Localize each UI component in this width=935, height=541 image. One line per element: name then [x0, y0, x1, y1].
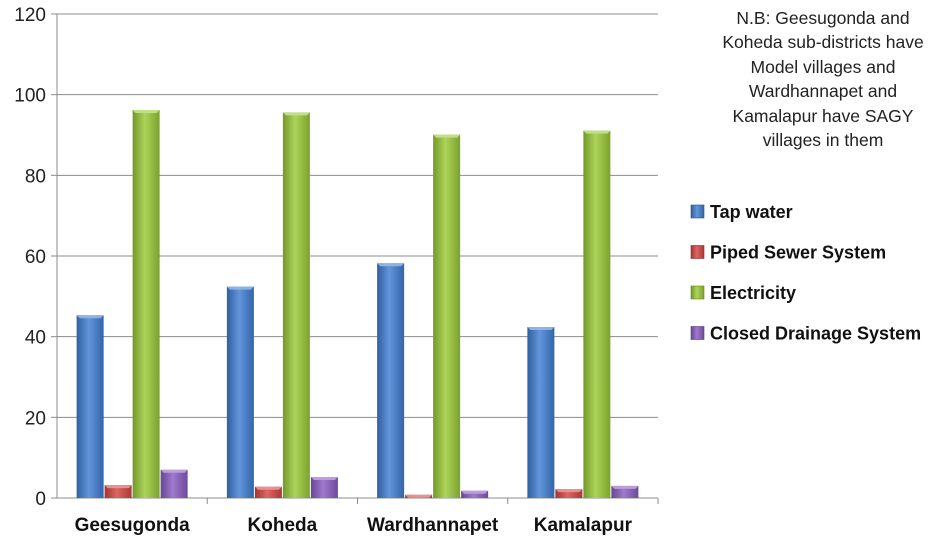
bar-closed-drainage-system-wardhannapet [461, 490, 489, 498]
bars [76, 109, 639, 498]
axis-labels: 0 20 40 60 80 100 120 Geesugonda Koheda Wardhanna… [14, 5, 632, 536]
y-tick-label: 0 [35, 489, 46, 510]
bar-tap-water-geesugonda [76, 315, 104, 498]
x-category-label: Koheda [248, 515, 318, 536]
legend-label: Piped Sewer System [710, 243, 886, 263]
y-tick-label: 20 [25, 408, 46, 429]
bar-piped-sewer-system-kamalapur [555, 489, 583, 498]
bar-piped-sewer-system-wardhannapet [405, 494, 433, 498]
annotation-note: N.B: Geesugonda and Koheda sub-districts… [722, 8, 924, 151]
bar-piped-sewer-system-geesugonda [104, 485, 132, 498]
legend-swatch [690, 285, 705, 300]
legend-label: Closed Drainage System [710, 324, 921, 344]
legend-item: Tap water [690, 202, 793, 222]
bar-closed-drainage-system-geesugonda [160, 469, 188, 498]
legend-item: Closed Drainage System [690, 324, 921, 344]
legend-swatch [690, 245, 705, 259]
x-category-label: Geesugonda [75, 515, 191, 536]
bar-electricity-wardhannapet [433, 134, 461, 498]
legend-item: Piped Sewer System [690, 243, 886, 263]
bar-electricity-kamalapur [583, 130, 611, 498]
y-tick-label: 40 [25, 328, 46, 349]
y-tick-label: 120 [14, 5, 46, 26]
bar-closed-drainage-system-koheda [310, 477, 338, 498]
bar-tap-water-wardhannapet [377, 263, 405, 498]
legend: Tap water Piped Sewer System Electricity Cl… [690, 202, 921, 344]
legend-label: Tap water [710, 202, 793, 222]
bar-electricity-koheda [282, 112, 310, 498]
bar-tap-water-koheda [226, 286, 254, 498]
bar-tap-water-kamalapur [527, 326, 555, 498]
legend-swatch [690, 204, 705, 219]
bar-piped-sewer-system-koheda [254, 486, 282, 498]
x-category-label: Wardhannapet [367, 515, 499, 536]
legend-item: Electricity [690, 283, 796, 303]
legend-label: Electricity [710, 283, 796, 303]
bar-closed-drainage-system-kamalapur [611, 485, 639, 498]
legend-swatch [690, 326, 705, 340]
bar-electricity-geesugonda [132, 109, 160, 498]
y-tick-label: 100 [14, 86, 46, 107]
x-category-label: Kamalapur [534, 515, 633, 536]
y-tick-label: 80 [25, 166, 46, 187]
y-tick-label: 60 [25, 247, 46, 268]
